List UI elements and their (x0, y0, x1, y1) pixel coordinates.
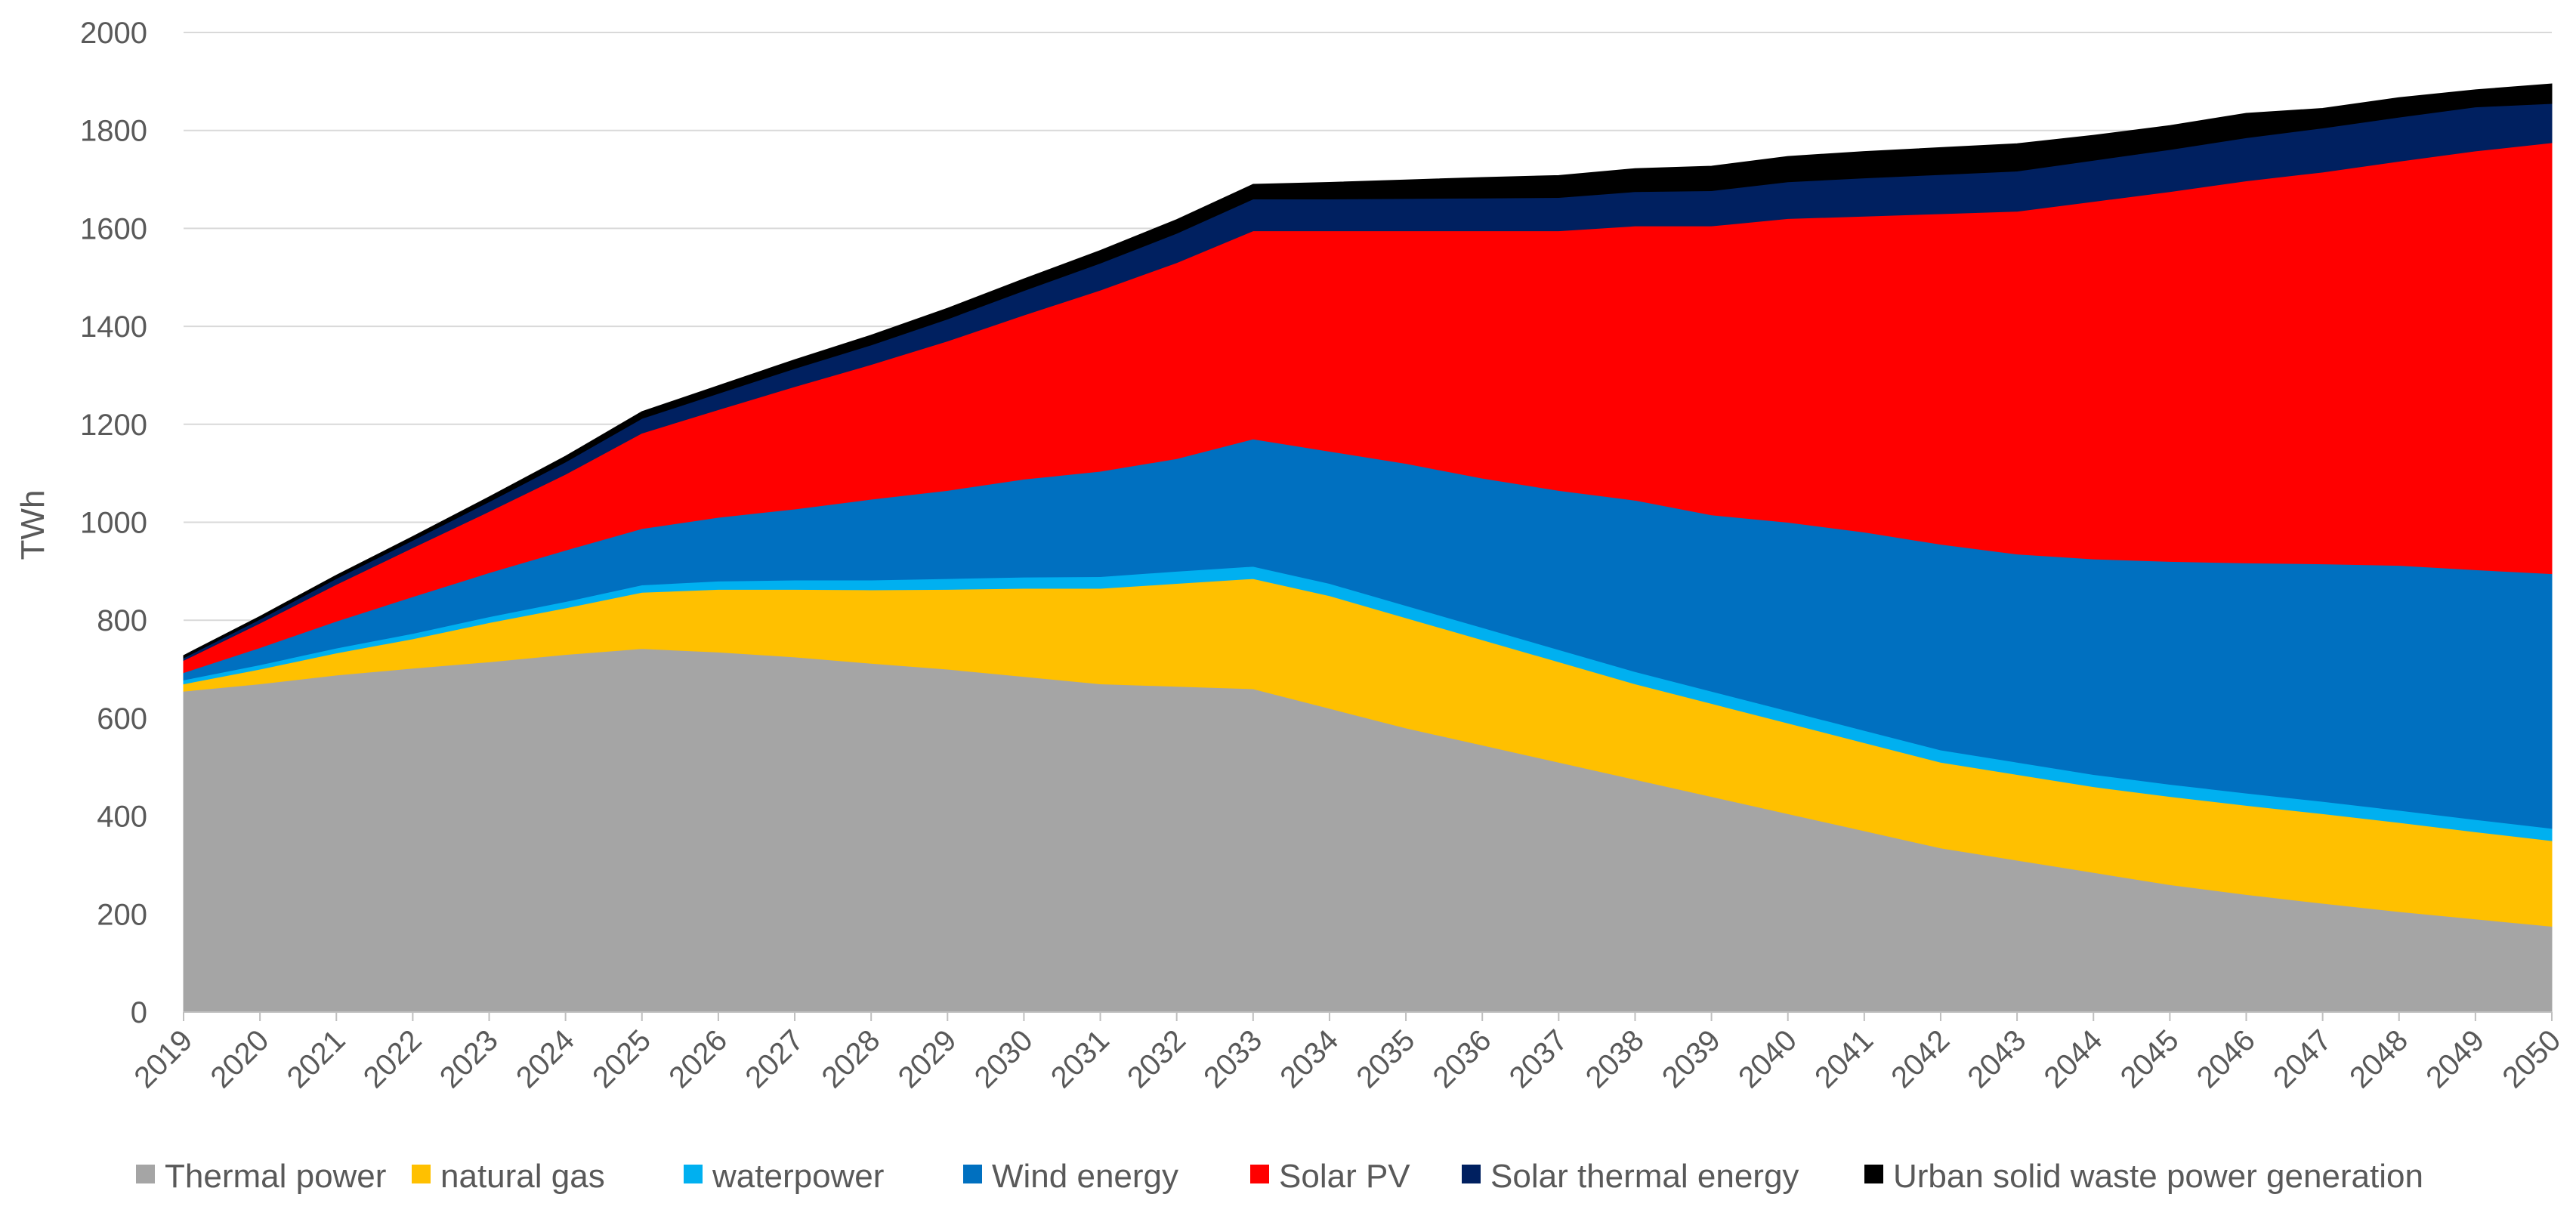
x-tick-label: 2030 (968, 1023, 1039, 1094)
y-tick-label: 1000 (80, 507, 147, 540)
x-tick-label: 2045 (2114, 1023, 2185, 1094)
legend-label: natural gas (440, 1158, 605, 1195)
x-tick-label: 2026 (663, 1023, 734, 1094)
x-tick-label: 2031 (1045, 1023, 1116, 1094)
legend: Thermal power natural gas waterpower Wind e… (136, 1158, 2423, 1195)
x-tick-label: 2025 (586, 1023, 657, 1094)
x-tick-label: 2046 (2191, 1023, 2262, 1094)
legend-swatch (1864, 1165, 1883, 1183)
legend-label: Urban solid waste power generation (1893, 1158, 2423, 1195)
legend-label: waterpower (712, 1158, 884, 1195)
legend-swatch (963, 1165, 982, 1183)
x-tick-label: 2021 (281, 1023, 352, 1094)
x-tick-label: 2032 (1121, 1023, 1192, 1094)
x-tick-label: 2039 (1656, 1023, 1727, 1094)
y-tick-label: 1600 (80, 212, 147, 245)
series-areas (183, 83, 2553, 1013)
x-tick-label: 2049 (2420, 1023, 2491, 1094)
x-tick-label: 2022 (357, 1023, 428, 1094)
legend-swatch (1462, 1165, 1481, 1183)
x-tick-label: 2042 (1885, 1023, 1956, 1094)
legend-swatch (684, 1165, 703, 1183)
x-tick-label: 2044 (2038, 1023, 2109, 1094)
legend-label: Solar thermal energy (1490, 1158, 1799, 1195)
x-tick-label: 2019 (128, 1023, 199, 1094)
y-tick-label: 2000 (80, 17, 147, 50)
y-tick-label: 1800 (80, 115, 147, 148)
x-tick-label: 2033 (1197, 1023, 1268, 1094)
x-tick-label: 2035 (1350, 1023, 1421, 1094)
x-tick-label: 2027 (739, 1023, 810, 1094)
y-tick-label: 0 (131, 996, 147, 1029)
x-tick-label: 2043 (1961, 1023, 2032, 1094)
legend-label: Solar PV (1279, 1158, 1410, 1195)
y-tick-label: 200 (97, 898, 147, 931)
legend-label: Thermal power (165, 1158, 386, 1195)
x-tick-label: 2029 (892, 1023, 963, 1094)
x-tick-label: 2050 (2496, 1023, 2567, 1094)
y-axis-title: TWh (14, 490, 51, 560)
x-tick-label: 2037 (1503, 1023, 1574, 1094)
legend-swatch (412, 1165, 431, 1183)
x-tick-label: 2028 (815, 1023, 886, 1094)
legend-swatch (1250, 1165, 1269, 1183)
y-tick-label: 800 (97, 604, 147, 637)
legend-swatch (136, 1165, 155, 1183)
x-tick-label: 2040 (1732, 1023, 1803, 1094)
x-tick-label: 2047 (2267, 1023, 2338, 1094)
x-tick-label: 2041 (1808, 1023, 1879, 1094)
x-tick-label: 2034 (1274, 1023, 1345, 1094)
x-tick-label: 2023 (434, 1023, 505, 1094)
area-urban-solid-waste-power-generation (183, 83, 2553, 659)
y-tick-label: 1400 (80, 310, 147, 344)
x-tick-label: 2024 (510, 1023, 581, 1094)
y-tick-label: 400 (97, 801, 147, 834)
y-tick-label: 600 (97, 702, 147, 736)
legend-label: Wind energy (992, 1158, 1178, 1195)
y-tick-label: 1200 (80, 409, 147, 442)
x-tick-label: 2020 (204, 1023, 275, 1094)
x-tick-label: 2036 (1427, 1023, 1498, 1094)
x-tick-label: 2048 (2343, 1023, 2414, 1094)
x-tick-label: 2038 (1580, 1023, 1651, 1094)
